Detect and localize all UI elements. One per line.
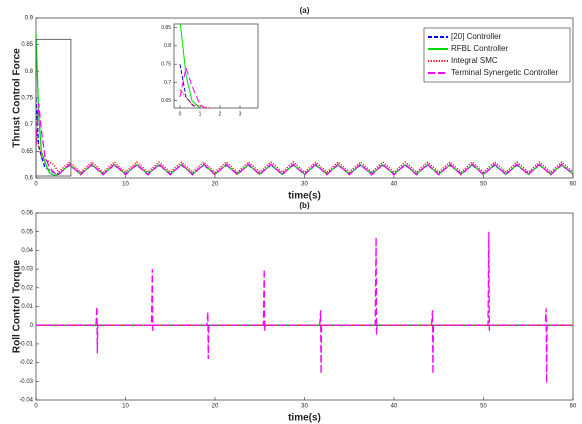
- x-tick-label: 20: [212, 404, 219, 410]
- y-tick-label: 0.7: [25, 122, 34, 128]
- x-tick-label: 40: [391, 182, 398, 188]
- y-tick-label: 0.8: [25, 69, 34, 75]
- y-tick-label: 0.05: [21, 229, 33, 235]
- y-tick-label: 0.9: [25, 16, 34, 22]
- legend-box: [423, 27, 571, 83]
- x-tick-label: 2: [219, 111, 222, 117]
- y-tick-label: 0.75: [21, 96, 33, 102]
- legend-label: Terminal Synergetic Controller: [451, 68, 558, 77]
- y-tick-label: 0.04: [21, 248, 33, 254]
- x-tick-label: 40: [391, 404, 398, 410]
- x-tick-label: 3: [239, 111, 242, 117]
- x-tick-label: 10: [122, 404, 129, 410]
- y-tick-label: 0.85: [161, 25, 171, 31]
- y-tick-label: 0: [30, 323, 34, 329]
- zoom-box: [35, 38, 72, 177]
- y-tick-label: 0.65: [161, 98, 171, 104]
- x-tick-label: 60: [570, 404, 577, 410]
- y-tick-label: 0.75: [161, 62, 171, 68]
- y-tick-label: 0.02: [21, 285, 33, 291]
- x-tick-label: 50: [480, 182, 487, 188]
- chart-title: (b): [299, 201, 310, 210]
- y-tick-label: 0.65: [21, 149, 33, 155]
- chart-title: (a): [300, 6, 310, 15]
- series-group: [36, 33, 573, 177]
- y-tick-label: 0.7: [164, 80, 171, 86]
- y-tick-label: -0.02: [19, 360, 33, 366]
- y-tick-label: 0.8: [164, 43, 171, 49]
- y-tick-label: 0.01: [21, 304, 33, 310]
- y-axis-label: Roll Control Torque: [12, 259, 23, 353]
- legend-label: [20] Controller: [451, 32, 502, 41]
- x-tick-label: 0: [34, 182, 38, 188]
- x-tick-label: 0: [34, 404, 38, 410]
- legend-label: Integral SMC: [451, 56, 498, 65]
- x-tick-label: 60: [570, 182, 577, 188]
- y-tick-label: -0.01: [19, 341, 33, 347]
- y-tick-label: -0.03: [19, 379, 33, 385]
- x-tick-label: 10: [122, 182, 129, 188]
- x-tick-label: 30: [301, 182, 308, 188]
- x-tick-label: 30: [301, 404, 308, 410]
- legend-label: RFBL Controller: [451, 44, 508, 53]
- y-tick-label: 0.85: [21, 42, 33, 48]
- x-tick-label: 0: [179, 111, 182, 117]
- series-group: [36, 231, 573, 384]
- y-tick-label: 0.6: [25, 176, 34, 182]
- x-tick-label: 1: [199, 111, 202, 117]
- series-line: [36, 103, 573, 176]
- y-tick-label: 0.06: [21, 211, 33, 217]
- x-axis-label: time(s): [288, 413, 321, 424]
- x-tick-label: 50: [480, 404, 487, 410]
- y-tick-label: 0.03: [21, 267, 33, 273]
- x-axis-label: time(s): [288, 191, 321, 202]
- plot-area: [35, 212, 574, 401]
- x-tick-label: 20: [212, 182, 219, 188]
- series-line: [36, 231, 573, 384]
- y-axis-label: Thrust Control Force: [12, 48, 23, 148]
- y-tick-label: -0.04: [19, 398, 33, 404]
- plot-area: [173, 23, 259, 109]
